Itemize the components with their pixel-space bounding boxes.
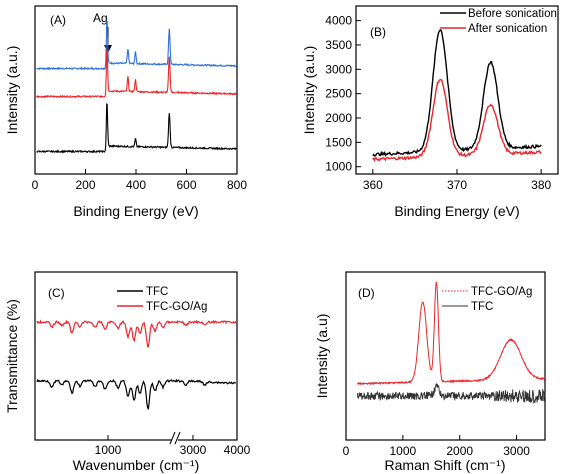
panel-b-x-tick-label-360: 360	[363, 178, 383, 192]
panel-d-y-axis-title: Intensity (a.u)	[314, 314, 330, 399]
panel-a-series-blue	[36, 19, 238, 71]
panel-c-label: (C)	[48, 286, 65, 300]
panel-b-series-after	[372, 78, 542, 163]
panel-b-x-ticks: 360 370 380	[363, 169, 551, 192]
panel-b-y-tick-label-3000: 3000	[325, 62, 352, 76]
panel-d-x-axis-title: Raman Shift (cm⁻¹)	[385, 457, 506, 473]
panel-c-tick-label-4000: 4000	[224, 443, 251, 457]
panel-c-axis-break-gap	[172, 433, 178, 443]
panel-b-y-ticks: 1000 1500 2000 2500 3000 3500 4000	[325, 14, 361, 174]
panel-a-x-ticks: 0 200 400 600 800	[32, 169, 247, 192]
panel-b-y-tick-label-1000: 1000	[325, 160, 352, 174]
panel-d: (D) TFC-GO/Ag TFC 0 1000 2000 3000 Raman Sh…	[314, 271, 546, 473]
panel-d-frame	[345, 271, 546, 441]
panel-c-series-tfc	[36, 378, 236, 410]
panel-d-x-ticks: 0 1000 2000 3000	[343, 435, 530, 458]
panel-c-legend-tfc-go-ag: TFC-GO/Ag	[146, 301, 207, 313]
panel-a-ag-annotation: Ag	[93, 11, 108, 25]
panel-d-series-group	[356, 281, 546, 404]
panel-a-x-tick-label-0: 0	[32, 178, 39, 192]
panel-c-axis-break-mark-1	[169, 431, 176, 445]
panel-b-y-tick-label-2500: 2500	[325, 87, 352, 101]
panel-a-series-black	[36, 103, 238, 154]
panel-d-label: (D)	[358, 286, 375, 300]
panel-a-x-tick-label-600: 600	[176, 178, 196, 192]
panel-c-y-axis-title: Transmittance (%)	[4, 299, 20, 413]
panel-c-legend-tfc: TFC	[146, 286, 168, 298]
panel-b-x-tick-label-380: 380	[531, 178, 551, 192]
panel-a-x-tick-label-200: 200	[75, 178, 95, 192]
panel-b-y-tick-label-4000: 4000	[325, 14, 352, 28]
panel-b-legend-after: After sonication	[468, 23, 547, 35]
panel-d-series-tfc-go-ag	[356, 281, 546, 386]
panel-b-y-tick-label-3500: 3500	[325, 38, 352, 52]
panel-d-legend-tfc-go-ag: TFC-GO/Ag	[471, 286, 532, 298]
panel-c-axis-break-mark-2	[174, 431, 181, 445]
panel-b-y-axis-title: Intensity (a.u.)	[301, 46, 317, 135]
panel-a-label: (A)	[50, 13, 66, 27]
panel-d-legend-tfc: TFC	[471, 301, 493, 313]
panel-c-tick-label-1000: 1000	[95, 443, 122, 457]
panel-a-x-axis-title: Binding Energy (eV)	[73, 203, 198, 219]
panel-a-series-red	[36, 48, 238, 99]
panel-c-series-group	[36, 319, 237, 410]
panel-d-series-tfc	[356, 382, 546, 404]
panel-c-series-tfc-go-ag	[36, 319, 237, 348]
panel-a-series-group	[36, 19, 238, 154]
panel-b-series-group	[372, 29, 542, 163]
panel-b-legend-before: Before sonication	[468, 8, 557, 20]
panel-c-frame	[34, 271, 238, 441]
panel-a-x-tick-label-400: 400	[126, 178, 146, 192]
panel-d-x-tick-label-3000: 3000	[503, 444, 530, 458]
panel-d-x-tick-label-0: 0	[343, 444, 350, 458]
panel-c-tick-label-3000: 3000	[180, 443, 207, 457]
panel-c-x-axis-title: Wavenumber (cm⁻¹)	[73, 457, 200, 473]
panel-d-x-tick-label-2000: 2000	[446, 444, 473, 458]
panel-b-x-axis-title: Binding Energy (eV)	[394, 203, 519, 219]
panel-b-y-tick-label-1500: 1500	[325, 135, 352, 149]
panel-a: (A) Ag 0 200 400 600 800 Binding Energy (eV)…	[4, 5, 247, 219]
panel-b-label: (B)	[370, 25, 386, 39]
panel-b: (B) 360 370 380 1000 1500 2000 2500 3000 3500 40…	[301, 5, 559, 219]
panel-b-x-tick-label-370: 370	[447, 178, 467, 192]
panel-b-y-tick-label-2000: 2000	[325, 111, 352, 125]
panel-a-x-tick-label-800: 800	[227, 178, 247, 192]
panel-d-x-tick-label-1000: 1000	[390, 444, 417, 458]
panel-c: (C) TFC TFC-GO/Ag 1000 3000 4000 Wavenum…	[4, 271, 251, 473]
panel-b-series-before	[372, 29, 542, 158]
panel-a-y-axis-title: Intensity (a.u.)	[4, 46, 20, 135]
